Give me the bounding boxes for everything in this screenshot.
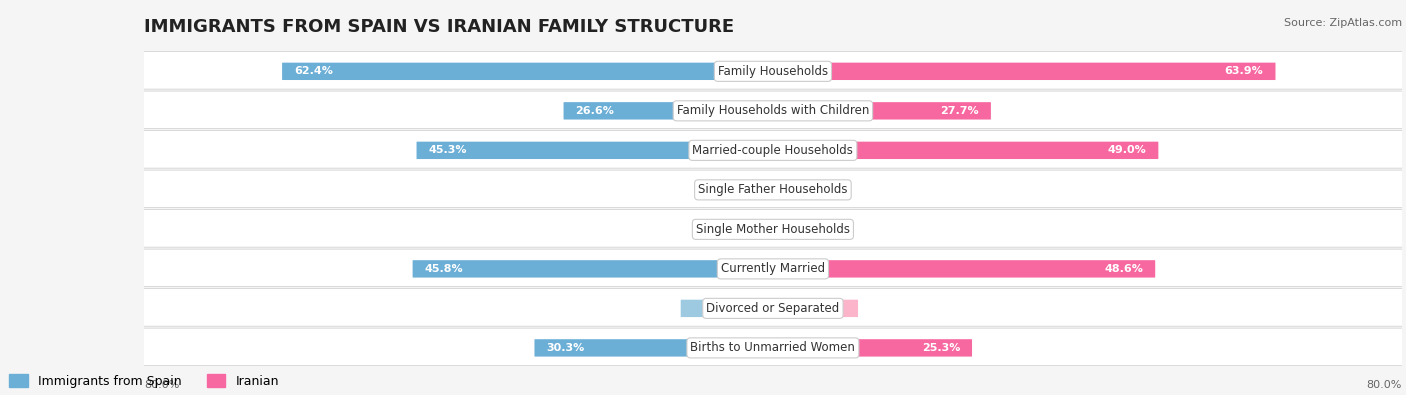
Text: 30.3%: 30.3% <box>547 343 585 353</box>
Text: Married-couple Households: Married-couple Households <box>693 144 853 157</box>
Text: Family Households with Children: Family Households with Children <box>676 104 869 117</box>
Text: 10.8%: 10.8% <box>778 303 813 313</box>
FancyBboxPatch shape <box>773 300 858 317</box>
Text: 25.3%: 25.3% <box>922 343 960 353</box>
Text: 1.9%: 1.9% <box>778 185 806 195</box>
Text: Single Father Households: Single Father Households <box>699 183 848 196</box>
Text: 49.0%: 49.0% <box>1108 145 1146 155</box>
FancyBboxPatch shape <box>773 260 1156 278</box>
Text: Divorced or Separated: Divorced or Separated <box>706 302 839 315</box>
Text: 45.3%: 45.3% <box>429 145 467 155</box>
FancyBboxPatch shape <box>773 181 789 199</box>
FancyBboxPatch shape <box>136 210 1406 247</box>
FancyBboxPatch shape <box>412 260 772 278</box>
Text: 11.7%: 11.7% <box>733 303 768 313</box>
FancyBboxPatch shape <box>534 339 772 357</box>
FancyBboxPatch shape <box>773 142 1159 159</box>
FancyBboxPatch shape <box>136 328 1406 366</box>
Text: 26.6%: 26.6% <box>575 106 614 116</box>
FancyBboxPatch shape <box>564 102 772 120</box>
FancyBboxPatch shape <box>773 221 813 238</box>
Text: 80.0%: 80.0% <box>1367 380 1402 390</box>
FancyBboxPatch shape <box>136 91 1406 129</box>
Text: 27.7%: 27.7% <box>941 106 979 116</box>
FancyBboxPatch shape <box>416 142 772 159</box>
Text: 5.9%: 5.9% <box>740 224 768 234</box>
Text: 63.9%: 63.9% <box>1225 66 1264 76</box>
Text: 62.4%: 62.4% <box>294 66 333 76</box>
Text: 2.1%: 2.1% <box>740 185 768 195</box>
FancyBboxPatch shape <box>773 63 1275 80</box>
Text: IMMIGRANTS FROM SPAIN VS IRANIAN FAMILY STRUCTURE: IMMIGRANTS FROM SPAIN VS IRANIAN FAMILY … <box>143 18 734 36</box>
FancyBboxPatch shape <box>773 339 972 357</box>
FancyBboxPatch shape <box>136 131 1406 168</box>
FancyBboxPatch shape <box>283 63 772 80</box>
Text: Source: ZipAtlas.com: Source: ZipAtlas.com <box>1284 18 1402 28</box>
Text: Births to Unmarried Women: Births to Unmarried Women <box>690 341 855 354</box>
FancyBboxPatch shape <box>756 181 772 199</box>
Text: Family Households: Family Households <box>718 65 828 78</box>
Legend: Immigrants from Spain, Iranian: Immigrants from Spain, Iranian <box>4 369 284 393</box>
FancyBboxPatch shape <box>136 52 1406 89</box>
FancyBboxPatch shape <box>681 300 772 317</box>
FancyBboxPatch shape <box>136 170 1406 208</box>
FancyBboxPatch shape <box>727 221 772 238</box>
Text: 80.0%: 80.0% <box>143 380 180 390</box>
Text: 48.6%: 48.6% <box>1104 264 1143 274</box>
Text: 45.8%: 45.8% <box>425 264 463 274</box>
FancyBboxPatch shape <box>136 289 1406 326</box>
FancyBboxPatch shape <box>136 249 1406 287</box>
FancyBboxPatch shape <box>773 102 991 120</box>
Text: 5.0%: 5.0% <box>778 224 806 234</box>
Text: Currently Married: Currently Married <box>721 262 825 275</box>
Text: Single Mother Households: Single Mother Households <box>696 223 849 236</box>
